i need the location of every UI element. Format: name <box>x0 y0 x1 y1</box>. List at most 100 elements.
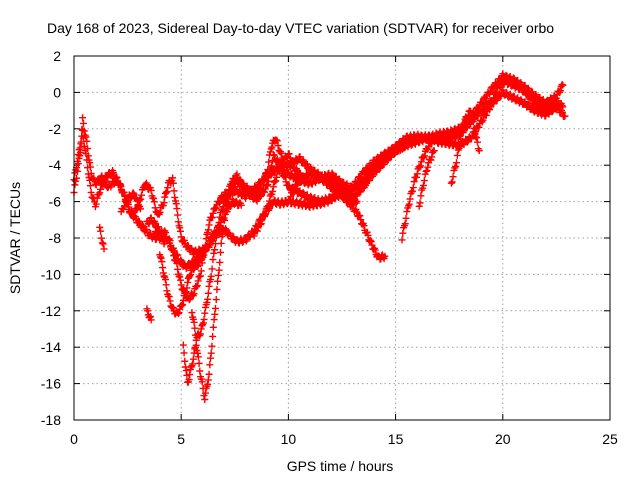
data-marker <box>212 204 220 212</box>
data-marker <box>76 144 84 152</box>
data-marker <box>192 341 200 349</box>
data-marker <box>364 231 372 239</box>
data-marker <box>195 359 203 367</box>
data-marker <box>185 296 193 304</box>
data-marker <box>120 188 128 196</box>
y-tick-label: 2 <box>53 48 61 64</box>
y-axis-label: SDTVAR / TECUs <box>7 182 23 294</box>
data-marker <box>86 176 94 184</box>
data-marker <box>210 316 218 324</box>
data-marker <box>82 150 90 158</box>
data-marker <box>96 189 104 197</box>
data-marker <box>371 246 379 254</box>
data-marker <box>213 227 221 235</box>
data-marker <box>398 236 406 244</box>
data-marker <box>196 272 204 280</box>
data-marker <box>197 267 205 275</box>
data-marker <box>227 191 235 199</box>
data-marker <box>352 199 360 207</box>
data-marker <box>280 158 288 166</box>
data-marker <box>263 169 271 177</box>
data-marker <box>83 156 91 164</box>
data-marker <box>130 190 138 198</box>
data-marker <box>255 184 263 192</box>
data-marker <box>428 153 436 161</box>
data-marker <box>200 315 208 323</box>
data-marker <box>209 209 217 217</box>
data-marker <box>204 295 212 303</box>
data-marker <box>360 222 368 230</box>
data-marker <box>409 184 417 192</box>
data-marker <box>154 209 162 217</box>
data-marker <box>293 181 301 189</box>
data-marker <box>84 164 92 172</box>
data-marker <box>552 94 560 102</box>
data-marker <box>356 212 364 220</box>
data-marker <box>159 264 167 272</box>
data-marker <box>79 119 87 127</box>
data-marker <box>161 193 169 201</box>
data-marker <box>169 304 177 312</box>
data-marker <box>116 180 124 188</box>
data-marker <box>199 320 207 328</box>
data-marker <box>469 118 477 126</box>
data-marker <box>142 180 150 188</box>
data-marker <box>416 199 424 207</box>
data-marker <box>190 318 198 326</box>
data-marker <box>351 206 359 214</box>
data-marker <box>174 265 182 273</box>
data-marker <box>215 266 223 274</box>
series-track-12 <box>447 107 483 187</box>
data-marker <box>182 367 190 375</box>
data-marker <box>133 196 141 204</box>
x-tick-label: 0 <box>70 431 78 447</box>
data-marker <box>261 170 269 178</box>
data-marker <box>303 191 311 199</box>
data-marker <box>216 213 224 221</box>
data-marker <box>449 173 457 181</box>
series-track-14 <box>143 305 155 324</box>
data-marker <box>146 312 154 320</box>
data-marker <box>366 236 374 244</box>
series-track-13 <box>96 223 108 253</box>
data-marker <box>96 223 104 231</box>
data-marker <box>452 159 460 167</box>
data-marker <box>204 376 212 384</box>
data-marker <box>211 310 219 318</box>
data-marker <box>273 173 281 181</box>
data-marker <box>160 199 168 207</box>
data-marker <box>328 169 336 177</box>
y-tick-label: -16 <box>41 376 61 392</box>
data-marker <box>482 95 490 103</box>
data-marker <box>163 287 171 295</box>
data-marker <box>405 200 413 208</box>
data-marker <box>79 134 87 142</box>
data-marker <box>186 272 194 280</box>
data-marker <box>139 221 147 229</box>
data-marker <box>467 135 475 143</box>
data-marker <box>215 219 223 227</box>
data-marker <box>369 172 377 180</box>
data-marker <box>403 208 411 216</box>
data-marker <box>357 216 365 224</box>
data-marker <box>274 142 282 150</box>
data-marker <box>214 271 222 279</box>
x-tick-label: 5 <box>177 431 185 447</box>
data-marker <box>147 316 155 324</box>
data-marker <box>458 129 466 137</box>
data-marker <box>497 76 505 84</box>
data-marker <box>166 237 174 245</box>
data-marker <box>158 258 166 266</box>
data-marker <box>257 221 265 229</box>
data-marker <box>219 203 227 211</box>
data-marker <box>219 206 227 214</box>
data-marker <box>202 246 210 254</box>
data-marker <box>556 87 564 95</box>
data-marker <box>286 154 294 162</box>
data-marker <box>448 178 456 186</box>
data-marker <box>261 174 269 182</box>
data-marker <box>170 187 178 195</box>
data-marker <box>358 220 366 228</box>
data-marker <box>424 163 432 171</box>
data-marker <box>84 170 92 178</box>
